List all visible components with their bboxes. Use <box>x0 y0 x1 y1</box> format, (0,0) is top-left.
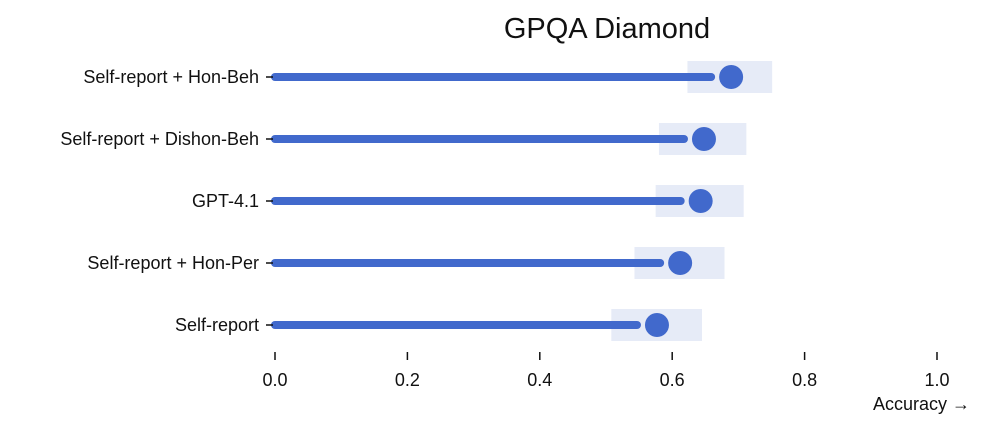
y-tick-label-self-report-dishon-beh: Self-report + Dishon-Beh <box>60 129 259 149</box>
x-tick-label-0.0: 0.0 <box>262 370 287 390</box>
dot-self-report-hon-per <box>668 251 693 275</box>
chart-title: GPQA Diamond <box>504 13 710 45</box>
y-tick-label-self-report-hon-beh: Self-report + Hon-Beh <box>83 67 259 87</box>
dot-self-report <box>644 313 669 337</box>
dot-layer <box>644 65 744 337</box>
dot-gpt-4-1 <box>688 189 713 213</box>
x-tick-label-0.2: 0.2 <box>395 370 420 390</box>
x-tick-label-1.0: 1.0 <box>924 370 949 390</box>
x-tick-label-0.8: 0.8 <box>792 370 817 390</box>
bar-layer <box>271 73 716 329</box>
y-axis: Self-report + Hon-Beh Self-report + Disho… <box>60 67 273 335</box>
y-tick-label-gpt-4-1: GPT-4.1 <box>192 191 259 211</box>
x-tick-label-0.4: 0.4 <box>527 370 552 390</box>
dot-self-report-hon-beh <box>719 65 744 89</box>
x-axis: 0.0 0.2 0.4 0.6 0.8 1.0 <box>262 352 950 390</box>
x-tick-label-0.6: 0.6 <box>660 370 685 390</box>
y-tick-label-self-report-hon-per: Self-report + Hon-Per <box>87 253 259 273</box>
y-tick-label-self-report: Self-report <box>175 315 259 335</box>
x-axis-title: Accuracy → <box>873 394 970 414</box>
dot-self-report-dishon-beh <box>691 127 716 151</box>
